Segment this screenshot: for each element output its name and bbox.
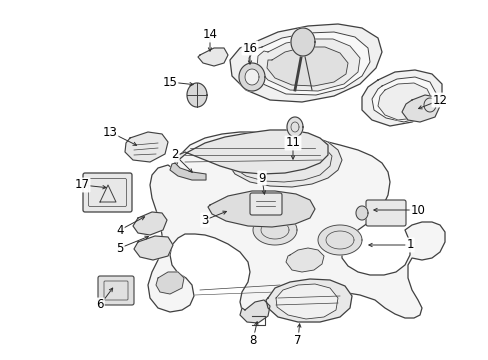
Polygon shape xyxy=(377,83,431,120)
Polygon shape xyxy=(275,284,337,319)
Polygon shape xyxy=(355,206,367,220)
Polygon shape xyxy=(170,163,205,180)
Text: 10: 10 xyxy=(410,203,425,216)
FancyBboxPatch shape xyxy=(249,193,282,215)
Polygon shape xyxy=(361,70,441,126)
Polygon shape xyxy=(248,32,369,95)
Text: 2: 2 xyxy=(171,148,179,162)
Polygon shape xyxy=(175,130,327,174)
Polygon shape xyxy=(186,83,206,107)
Text: 14: 14 xyxy=(202,28,217,41)
Text: 1: 1 xyxy=(406,238,413,252)
Polygon shape xyxy=(134,236,173,260)
Polygon shape xyxy=(133,212,167,235)
Polygon shape xyxy=(286,117,303,137)
Text: 7: 7 xyxy=(294,333,301,346)
Polygon shape xyxy=(371,77,435,122)
FancyBboxPatch shape xyxy=(98,276,134,305)
Polygon shape xyxy=(125,132,168,162)
Polygon shape xyxy=(257,39,359,91)
Text: 12: 12 xyxy=(431,94,447,107)
Text: 8: 8 xyxy=(249,333,256,346)
Polygon shape xyxy=(198,48,227,66)
Polygon shape xyxy=(265,279,351,322)
Polygon shape xyxy=(148,132,444,318)
Polygon shape xyxy=(266,47,347,86)
Text: 9: 9 xyxy=(258,171,265,184)
Polygon shape xyxy=(244,69,259,85)
FancyBboxPatch shape xyxy=(365,200,405,226)
Text: 3: 3 xyxy=(201,213,208,226)
Polygon shape xyxy=(227,133,341,187)
Text: 15: 15 xyxy=(162,76,177,89)
Text: 13: 13 xyxy=(102,126,117,139)
Text: 16: 16 xyxy=(242,41,257,54)
Text: 11: 11 xyxy=(285,136,300,149)
Polygon shape xyxy=(285,248,324,272)
FancyBboxPatch shape xyxy=(83,173,132,212)
Polygon shape xyxy=(317,225,361,255)
Polygon shape xyxy=(156,272,183,294)
Polygon shape xyxy=(290,28,314,56)
Polygon shape xyxy=(423,98,435,112)
Text: 5: 5 xyxy=(116,242,123,255)
Text: 4: 4 xyxy=(116,224,123,237)
Text: 17: 17 xyxy=(74,179,89,192)
Polygon shape xyxy=(239,63,264,91)
Polygon shape xyxy=(207,191,314,227)
Text: 6: 6 xyxy=(96,298,103,311)
Polygon shape xyxy=(252,215,296,245)
Polygon shape xyxy=(229,24,381,102)
Polygon shape xyxy=(401,95,439,122)
Polygon shape xyxy=(240,300,269,323)
